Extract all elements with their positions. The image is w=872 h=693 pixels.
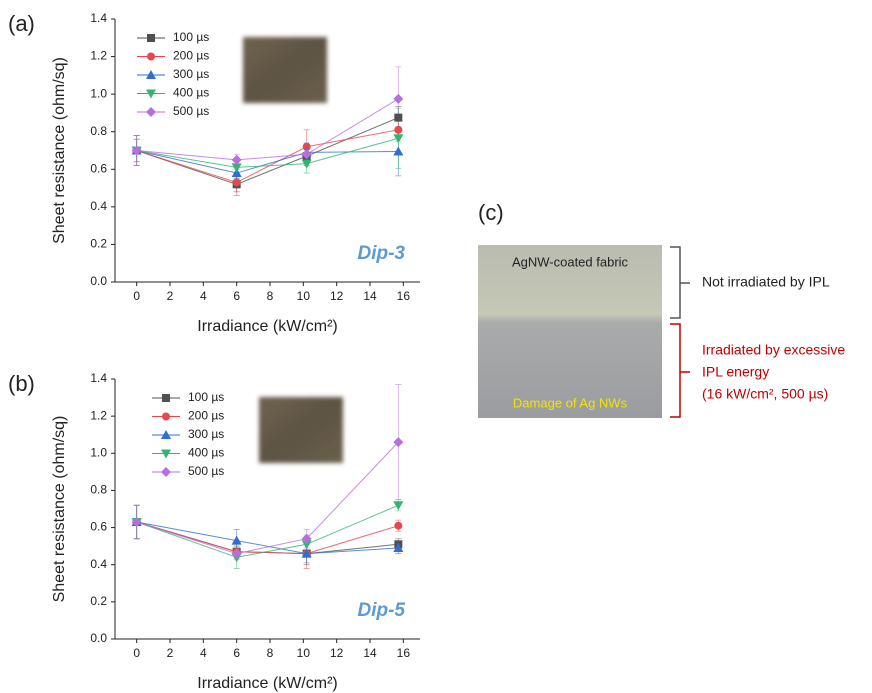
legend-label: 300 µs	[188, 427, 224, 441]
panel-label: (a)	[8, 11, 35, 36]
legend-marker	[147, 53, 155, 61]
x-axis-title: Irradiance (kW/cm²)	[197, 675, 337, 692]
note: Irradiated by excessive	[702, 342, 845, 358]
series-line	[137, 130, 399, 183]
x-tick-label: 2	[167, 289, 174, 303]
photo-label: AgNW-coated fabric	[512, 254, 629, 269]
legend-label: 400 µs	[173, 86, 209, 100]
x-tick-label: 6	[233, 646, 240, 660]
x-tick-label: 2	[167, 646, 174, 660]
chart: (b) 0.0 0.2 0.4 0.6 0.8 1.0 1.2 1.4 0 2 4 6 8 10 12 14 16…	[8, 371, 420, 692]
x-tick-label: 6	[233, 289, 240, 303]
legend-label: 500 µs	[188, 464, 224, 478]
marker	[394, 522, 402, 530]
chart: (a) 0.0 0.2 0.4 0.6 0.8 1.0 1.2 1.4 0 2 4 6 8 10 12 14 16…	[8, 11, 420, 335]
x-tick-label: 8	[267, 646, 274, 660]
x-tick-label: 0	[133, 289, 140, 303]
legend-marker	[162, 394, 170, 402]
y-tick-label: 1.4	[90, 371, 107, 385]
marker	[394, 114, 402, 122]
marker	[233, 178, 241, 186]
y-tick-label: 0.2	[90, 594, 107, 608]
series-line	[137, 118, 399, 185]
x-tick-label: 14	[363, 646, 377, 660]
y-axis-title: Sheet resistance (ohm/sq)	[51, 57, 68, 244]
series-line	[137, 522, 399, 554]
y-tick-label: 1.2	[90, 49, 107, 63]
x-tick-label: 16	[397, 646, 411, 660]
marker	[393, 146, 403, 155]
marker	[393, 501, 403, 510]
legend-label: 100 µs	[173, 30, 209, 44]
panel-c: (c) AgNW-coated fabric Damage of Ag NWs …	[478, 200, 845, 418]
note: Not irradiated by IPL	[702, 274, 830, 290]
y-tick-label: 0.8	[90, 124, 107, 138]
x-tick-label: 12	[330, 289, 344, 303]
x-axis-title: Irradiance (kW/cm²)	[197, 318, 337, 335]
y-tick-label: 1.0	[90, 445, 107, 459]
y-tick-label: 0.6	[90, 520, 107, 534]
series-line	[137, 505, 399, 557]
y-tick-label: 1.2	[90, 408, 107, 422]
y-tick-label: 0.6	[90, 161, 107, 175]
fabric-inset	[243, 37, 327, 103]
marker	[394, 126, 402, 134]
panel-label: (c)	[478, 200, 504, 225]
x-tick-label: 12	[330, 646, 344, 660]
y-tick-label: 1.0	[90, 86, 107, 100]
legend-label: 500 µs	[173, 104, 209, 118]
y-tick-label: 1.4	[90, 11, 107, 25]
x-tick-label: 14	[363, 289, 377, 303]
y-axis-title: Sheet resistance (ohm/sq)	[51, 416, 68, 603]
legend-marker	[147, 34, 155, 42]
bracket	[670, 247, 690, 318]
y-tick-label: 0.0	[90, 274, 107, 288]
x-tick-label: 16	[397, 289, 411, 303]
marker	[393, 94, 403, 104]
figure: (c) AgNW-coated fabric Damage of Ag NWs …	[0, 0, 872, 693]
legend-label: 100 µs	[188, 390, 224, 404]
y-tick-label: 0.4	[90, 557, 107, 571]
y-tick-label: 0.2	[90, 237, 107, 251]
x-tick-label: 10	[297, 289, 311, 303]
x-tick-label: 10	[297, 646, 311, 660]
annotation: Dip-3	[358, 243, 406, 264]
legend-label: 400 µs	[188, 446, 224, 460]
x-tick-label: 0	[133, 646, 140, 660]
annotation: Dip-5	[358, 600, 406, 621]
y-tick-label: 0.4	[90, 199, 107, 213]
legend-label: 300 µs	[173, 67, 209, 81]
legend-marker	[146, 107, 156, 117]
y-tick-label: 0.8	[90, 483, 107, 497]
fabric-photo	[478, 245, 662, 418]
legend-marker	[161, 467, 171, 477]
legend-label: 200 µs	[188, 409, 224, 423]
legend-marker	[162, 413, 170, 421]
photo-label: Damage of Ag NWs	[513, 395, 628, 410]
x-tick-label: 4	[200, 289, 207, 303]
note: IPL energy	[702, 364, 769, 380]
panel-label: (b)	[8, 371, 35, 396]
x-tick-label: 8	[267, 289, 274, 303]
note: (16 kW/cm², 500 µs)	[702, 386, 828, 402]
marker	[232, 155, 242, 165]
bracket	[670, 324, 690, 417]
fabric-inset	[259, 397, 343, 463]
x-tick-label: 4	[200, 646, 207, 660]
legend-label: 200 µs	[173, 49, 209, 63]
y-tick-label: 0.0	[90, 631, 107, 645]
